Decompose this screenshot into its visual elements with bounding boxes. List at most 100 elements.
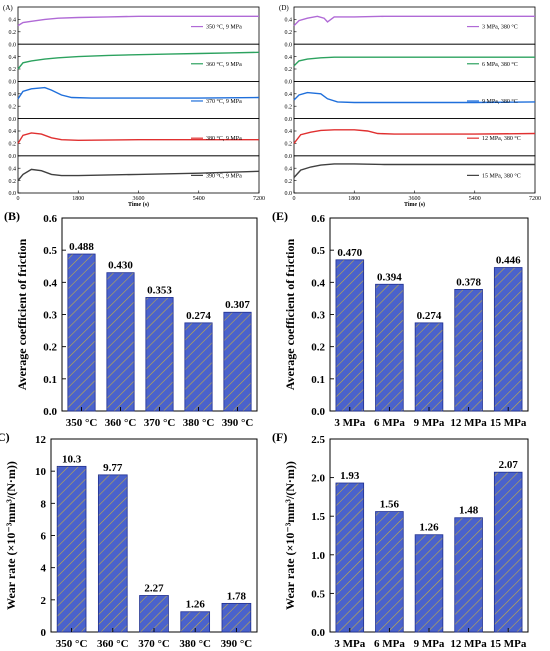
series-line bbox=[293, 56, 535, 67]
line-panel-d: (D) 0.0 0.2 0.4 3 MPa, 380 °C 0.0 0.2 0.4 6 MPa,… bbox=[279, 4, 541, 208]
bar-value-label: 0.430 bbox=[108, 260, 133, 272]
y-tick-label: 0.2 bbox=[43, 342, 57, 354]
bar-4 bbox=[454, 517, 483, 633]
x-tick-label: 380 °C bbox=[179, 638, 211, 650]
bar-panel-f: (F) 0.0 0.5 1.0 1.5 2.0 2.5 Wear rate (×10⁻³mm³… bbox=[272, 430, 529, 650]
y-tick-label: 0.4 bbox=[285, 166, 293, 172]
legend-label: 350 °C, 9 MPa bbox=[206, 24, 242, 31]
x-tick-label: 6 MPa bbox=[374, 417, 405, 429]
panel-label: (E) bbox=[272, 209, 288, 223]
y-tick-label: 0.1 bbox=[311, 374, 325, 386]
subplot-d-1: 0.0 0.2 0.4 3 MPa, 380 °C bbox=[285, 6, 536, 48]
legend-label: 12 MPa, 380 °C bbox=[482, 135, 521, 142]
x-tick-label: 6 MPa bbox=[374, 638, 405, 650]
panel-label: (F) bbox=[272, 430, 287, 444]
series-line bbox=[17, 51, 260, 70]
bar-value-label: 9.77 bbox=[103, 462, 123, 474]
bar-2 bbox=[97, 474, 128, 633]
bar-panel-c: (C) 0 2 4 6 8 10 12 Wear rate (×10⁻³mm³/(N·m)) 10… bbox=[0, 430, 258, 650]
y-tick-label: 2.0 bbox=[311, 473, 325, 485]
series-line bbox=[293, 15, 535, 27]
x-tick-label: 360 °C bbox=[105, 417, 137, 429]
y-tick-label: 0.3 bbox=[311, 310, 325, 322]
y-tick-label: 0.2 bbox=[9, 179, 17, 185]
y-tick-label: 1.0 bbox=[311, 550, 325, 562]
bar-5 bbox=[223, 311, 252, 412]
x-tick-label: 3600 bbox=[409, 196, 421, 202]
x-tick-label: 3600 bbox=[133, 196, 145, 202]
bar-1 bbox=[67, 253, 96, 412]
subplot-d-2: 0.0 0.2 0.4 6 MPa, 380 °C bbox=[285, 43, 536, 86]
y-tick-label: 0.0 bbox=[9, 80, 17, 86]
y-axis-label: Wear rate (×10⁻³mm³/(N·m)) bbox=[4, 461, 18, 610]
series-line bbox=[293, 91, 536, 104]
bar-value-label: 1.56 bbox=[380, 499, 400, 511]
x-tick-label: 370 °C bbox=[138, 638, 170, 650]
y-tick-label: 0.2 bbox=[9, 30, 17, 36]
y-tick-label: 0.2 bbox=[9, 142, 17, 148]
legend-label: 360 °C, 9 MPa bbox=[206, 61, 242, 68]
legend-label: 3 MPa, 380 °C bbox=[482, 24, 518, 31]
x-axis-label: Time (s) bbox=[404, 201, 425, 208]
x-tick-label: 5400 bbox=[469, 196, 481, 202]
bar-3 bbox=[145, 297, 174, 412]
y-tick-label: 0.4 bbox=[285, 129, 293, 135]
bar-value-label: 0.353 bbox=[147, 284, 172, 296]
y-tick-label: 0.4 bbox=[9, 18, 17, 24]
y-axis-label: Average coefficient of friction bbox=[283, 238, 297, 390]
y-tick-label: 0.0 bbox=[285, 154, 293, 160]
x-tick-label: 7200 bbox=[529, 196, 541, 202]
y-tick-label: 0.4 bbox=[9, 55, 17, 61]
y-tick-label: 0.0 bbox=[43, 406, 57, 418]
bar-value-label: 0.274 bbox=[186, 310, 211, 322]
y-tick-label: 0.0 bbox=[311, 627, 325, 639]
x-axis-label: Time (s) bbox=[128, 201, 149, 208]
subplot-d-4: 0.0 0.2 0.4 12 MPa, 380 °C bbox=[285, 118, 536, 160]
x-tick-label: 7200 bbox=[253, 196, 265, 202]
x-tick-label: 15 MPa bbox=[490, 417, 527, 429]
legend-label: 15 MPa, 380 °C bbox=[482, 172, 521, 179]
y-tick-label: 0.0 bbox=[285, 42, 293, 48]
x-tick-label: 3 MPa bbox=[334, 417, 365, 429]
bar-value-label: 0.470 bbox=[337, 247, 362, 259]
x-tick-label: 5400 bbox=[193, 196, 205, 202]
y-tick-label: 0.5 bbox=[43, 245, 57, 257]
bar-value-label: 2.07 bbox=[499, 459, 519, 471]
x-tick-label: 9 MPa bbox=[414, 417, 445, 429]
x-tick-label: 3 MPa bbox=[334, 638, 365, 650]
y-tick-label: 0.2 bbox=[311, 342, 325, 354]
bar-value-label: 0.446 bbox=[496, 255, 521, 267]
x-tick-label: 380 °C bbox=[183, 417, 215, 429]
x-tick-label: 15 MPa bbox=[490, 638, 527, 650]
bar-value-label: 0.488 bbox=[69, 241, 94, 253]
x-tick-label: 0 bbox=[293, 196, 296, 202]
y-tick-label: 12 bbox=[35, 434, 47, 446]
bar-3 bbox=[139, 595, 169, 633]
y-tick-label: 0.2 bbox=[285, 104, 293, 110]
y-tick-label: 0.4 bbox=[285, 18, 293, 24]
y-tick-label: 0.0 bbox=[285, 80, 293, 86]
y-tick-label: 0.0 bbox=[311, 406, 325, 418]
y-tick-label: 8 bbox=[41, 498, 47, 510]
y-tick-label: 0.6 bbox=[43, 213, 57, 225]
y-tick-label: 0.4 bbox=[285, 55, 293, 61]
y-tick-label: 0.1 bbox=[43, 374, 57, 386]
y-tick-label: 0.2 bbox=[285, 179, 293, 185]
bar-5 bbox=[493, 267, 523, 412]
panel-label: (A) bbox=[3, 4, 13, 12]
line-panel-a: (A) 0.0 0.2 0.4 350 °C, 9 MPa 0.0 0.2 0.4 360 °C… bbox=[3, 4, 265, 208]
series-line bbox=[17, 168, 260, 182]
bar-value-label: 0.394 bbox=[377, 271, 402, 283]
bar-5 bbox=[493, 471, 523, 633]
bar-4 bbox=[454, 289, 483, 412]
bar-1 bbox=[56, 465, 87, 633]
x-tick-label: 1800 bbox=[348, 196, 360, 202]
y-tick-label: 0.2 bbox=[9, 67, 17, 73]
subplot-a-5: 0.0 0.2 0.4 390 °C, 9 MPa bbox=[9, 155, 260, 197]
panel-label: (D) bbox=[279, 4, 289, 12]
subplot-a-2: 0.0 0.2 0.4 360 °C, 9 MPa bbox=[9, 43, 260, 86]
y-tick-label: 0.2 bbox=[285, 30, 293, 36]
series-line bbox=[293, 163, 535, 178]
y-tick-label: 10 bbox=[35, 466, 47, 478]
bar-5 bbox=[221, 602, 252, 633]
